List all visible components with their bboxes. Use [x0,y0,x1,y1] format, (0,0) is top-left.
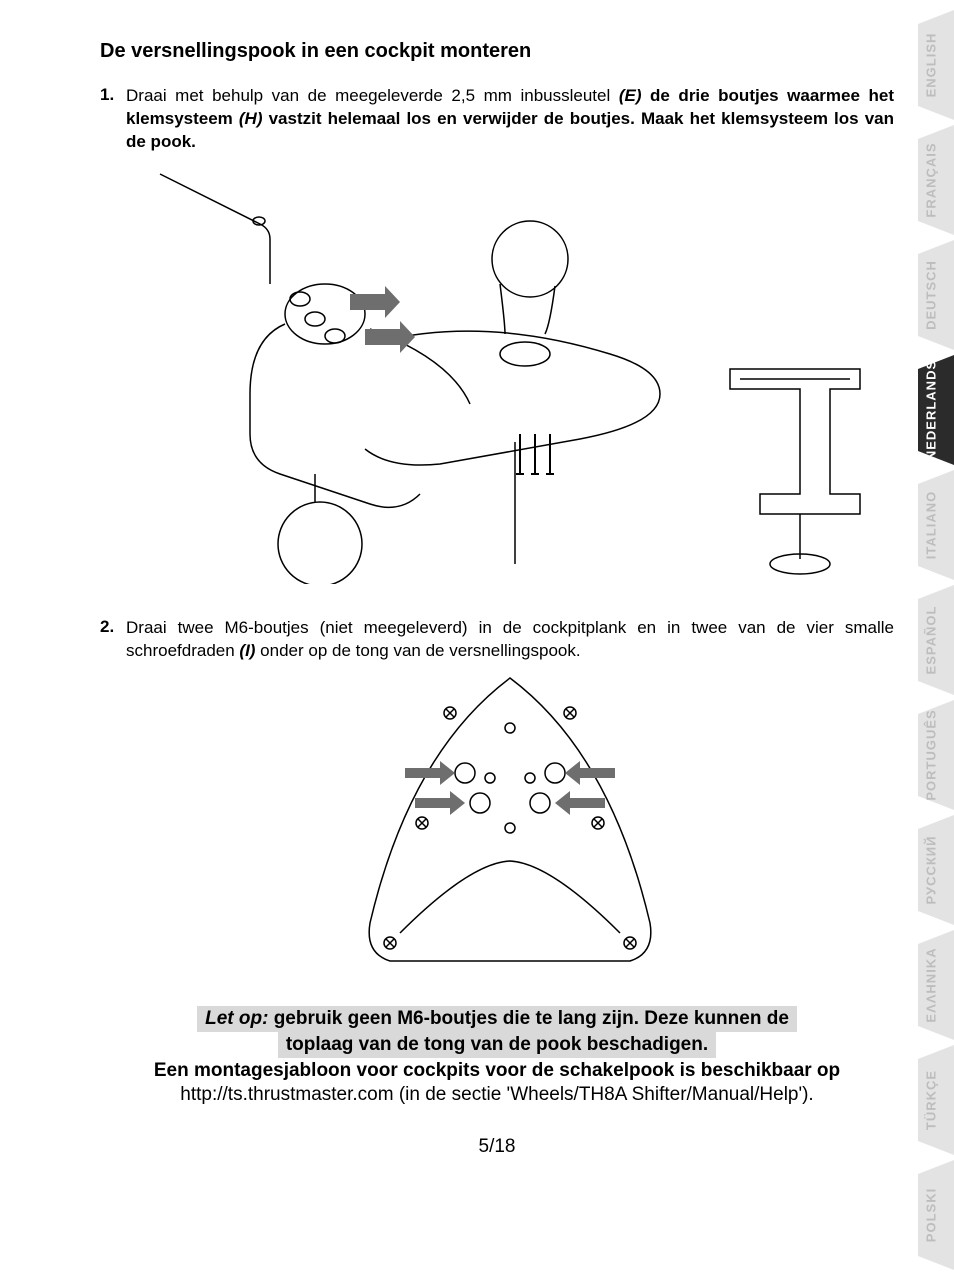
warning-note: Let op: gebruik geen M6-boutjes die te l… [127,1006,867,1106]
lang-tab-label: PORTUGUÊS [924,709,939,800]
lang-tab-english[interactable]: ENGLISH [908,10,954,120]
illustration-1 [126,164,894,589]
lang-tab-italiano[interactable]: ITALIANO [908,470,954,580]
step-1-num: 1. [100,85,126,154]
note-link[interactable]: http://ts.thrustmaster.com [180,1084,393,1105]
step-2-num: 2. [100,617,126,663]
lang-tab-français[interactable]: FRANÇAIS [908,125,954,235]
step-1: 1. Draai met behulp van de meegeleverde … [100,85,894,154]
lang-tab-label: ENGLISH [924,33,939,98]
lang-tab-label: FRANÇAIS [924,142,939,217]
lang-tab-label: DEUTSCH [924,260,939,330]
lang-tab-ελληνικα[interactable]: ΕΛΛΗΝΙΚΑ [908,930,954,1040]
lang-tab-español[interactable]: ESPAÑOL [908,585,954,695]
lang-tab-label: NEDERLANDS [924,360,939,460]
lang-tab-label: ΕΛΛΗΝΙΚΑ [924,947,939,1022]
lang-tab-türkçe[interactable]: TÜRKÇE [908,1045,954,1155]
illustration-2 [126,673,894,978]
lang-tab-label: POLSKI [924,1188,939,1242]
lang-tab-deutsch[interactable]: DEUTSCH [908,240,954,350]
note-link-after: (in de sectie 'Wheels/TH8A Shifter/Manua… [394,1084,814,1105]
lang-tab-label: TÜRKÇE [924,1070,939,1130]
lang-tab-label: РУССКИЙ [924,836,939,905]
lang-tab-label: ITALIANO [924,491,939,559]
note-bold-line: Een montagesjabloon voor cockpits voor d… [127,1060,867,1082]
note-letop: Let op: [205,1008,268,1029]
language-tabs: ENGLISH FRANÇAIS DEUTSCH NEDERLANDS ITALIANO… [904,0,954,1272]
page-number: 5/18 [100,1136,894,1158]
lang-tab-label: ESPAÑOL [924,606,939,675]
step-1-text: Draai met behulp van de meegeleverde 2,5… [126,85,894,154]
lang-tab-nederlands[interactable]: NEDERLANDS [908,355,954,465]
lang-tab-русский[interactable]: РУССКИЙ [908,815,954,925]
step-2: 2. Draai twee M6-boutjes (niet meegeleve… [100,617,894,663]
section-heading: De versnellingspook in een cockpit monte… [100,40,894,63]
lang-tab-português[interactable]: PORTUGUÊS [908,700,954,810]
lang-tab-polski[interactable]: POLSKI [908,1160,954,1270]
note-line2: toplaag van de tong van de pook beschadi… [278,1032,716,1058]
note-rest1: gebruik geen M6-boutjes die te lang zijn… [268,1008,788,1029]
step-2-text: Draai twee M6-boutjes (niet meegeleverd)… [126,617,894,663]
